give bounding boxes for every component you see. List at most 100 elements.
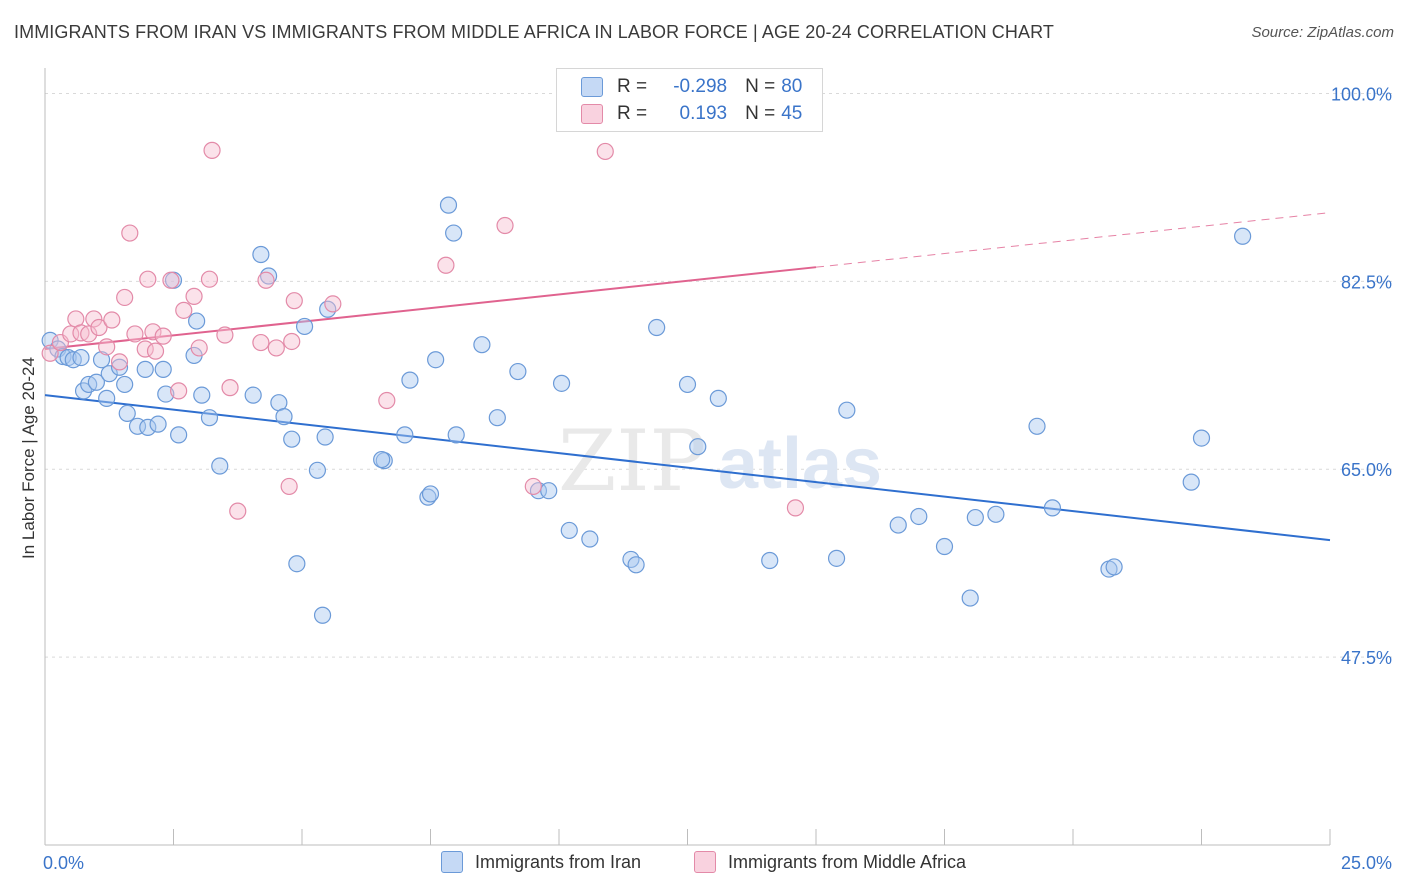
data-point-iran [445, 224, 463, 242]
data-point-iran [439, 196, 458, 214]
correlation-legend: R = -0.298 N = 80 R = 0.193 N = 45 [556, 68, 823, 132]
data-point-middle-africa [203, 141, 221, 159]
data-point-middle-africa [496, 216, 514, 235]
data-point-iran [308, 461, 327, 479]
data-point-middle-africa [252, 333, 270, 352]
data-point-iran [560, 521, 578, 540]
data-point-iran [170, 426, 188, 444]
data-point-iran [110, 358, 129, 376]
data-point-middle-africa [324, 295, 342, 313]
data-point-iran [987, 505, 1005, 523]
data-point-iran [1028, 417, 1046, 435]
data-point-middle-africa [103, 311, 121, 329]
x-tick-label-max: 25.0% [1341, 853, 1392, 873]
data-point-iran [540, 482, 558, 500]
data-point-middle-africa [786, 499, 805, 517]
y-tick-label: 82.5% [1341, 272, 1392, 292]
data-point-iran [966, 508, 984, 527]
data-point-iran [193, 386, 211, 404]
data-point-middle-africa [378, 391, 396, 410]
data-point-iran [1234, 227, 1252, 245]
data-point-middle-africa [110, 353, 129, 371]
data-point-iran [295, 317, 314, 336]
bottom-legend-label-middle-africa: Immigrants from Middle Africa [728, 851, 967, 872]
legend-n-label: N = [745, 103, 776, 124]
data-point-iran [149, 415, 167, 433]
data-point-iran [200, 409, 219, 427]
data-point-iran [761, 551, 779, 570]
data-point-iran [581, 530, 599, 548]
legend-n-label: N = [745, 76, 776, 97]
data-point-iran [92, 351, 111, 369]
legend-n-value: 45 [781, 103, 803, 124]
data-point-iran [188, 312, 206, 330]
data-point-middle-africa [285, 292, 303, 310]
data-point-iran [252, 245, 270, 264]
data-point-iran [910, 507, 928, 526]
data-point-iran [889, 516, 907, 534]
data-point-middle-africa [267, 339, 285, 357]
data-point-middle-africa [98, 338, 116, 356]
data-point-iran [136, 360, 154, 378]
trend-line [44, 394, 1331, 542]
data-point-iran [838, 401, 856, 419]
data-point-middle-africa [121, 224, 139, 242]
data-point-iran [627, 556, 645, 574]
data-point-iran [421, 485, 440, 503]
data-point-iran [648, 318, 666, 337]
data-point-iran [1182, 473, 1200, 491]
data-point-middle-africa [139, 270, 157, 288]
data-point-iran [401, 371, 419, 389]
data-point-iran [244, 386, 262, 404]
bottom-legend-middle-africa: Immigrants from Middle Africa [694, 851, 966, 873]
data-point-middle-africa [154, 327, 172, 345]
data-point-iran [509, 362, 527, 381]
data-point-middle-africa [280, 477, 298, 496]
data-point-middle-africa [170, 382, 188, 400]
data-point-iran [313, 606, 332, 624]
data-point-iran [1043, 499, 1062, 517]
y-tick-label: 65.0% [1341, 460, 1392, 480]
data-point-middle-africa [90, 318, 108, 337]
data-point-iran [396, 426, 414, 444]
data-point-iran [678, 375, 697, 394]
watermark-atlas: atlas [718, 424, 882, 504]
legend-n-value: 80 [781, 76, 803, 97]
data-point-iran [283, 430, 301, 448]
data-point-middle-africa [185, 287, 203, 305]
data-point-iran [98, 389, 116, 407]
data-point-middle-africa [190, 339, 208, 357]
data-point-iran [118, 404, 136, 423]
legend-swatch-iran [581, 77, 603, 97]
data-point-iran [1192, 429, 1211, 447]
data-point-iran [87, 373, 106, 391]
data-point-iran [316, 428, 334, 446]
y-tick-label: 100.0% [1331, 84, 1392, 104]
data-point-middle-africa [146, 342, 165, 360]
data-point-iran [552, 374, 571, 392]
legend-r-label: R = [617, 103, 648, 124]
data-point-iran [827, 549, 846, 567]
data-point-middle-africa [229, 502, 247, 520]
data-point-iran [961, 589, 979, 607]
data-point-iran [54, 347, 72, 366]
data-point-iran [139, 418, 157, 436]
y-axis-title: In Labor Force | Age 20-24 [19, 357, 38, 559]
data-point-middle-africa [200, 270, 219, 288]
data-point-iran [447, 426, 465, 444]
data-point-middle-africa [257, 271, 275, 289]
data-point-middle-africa [85, 310, 103, 328]
data-point-iran [154, 360, 172, 378]
chart-title: IMMIGRANTS FROM IRAN VS IMMIGRANTS FROM … [14, 22, 1054, 42]
data-point-iran [419, 488, 437, 506]
trend-line-dashed [815, 212, 1331, 268]
data-point-iran [72, 348, 90, 367]
trend-line-solid [44, 266, 817, 350]
bottom-legend-swatch-middle-africa [694, 851, 716, 873]
legend-row-middle-africa: R = 0.193 N = 45 [581, 101, 802, 127]
data-point-middle-africa [126, 325, 144, 343]
data-point-middle-africa [116, 288, 134, 307]
y-tick-label: 47.5% [1341, 648, 1392, 668]
legend-row-iran: R = -0.298 N = 80 [581, 74, 802, 100]
data-point-middle-africa [283, 332, 301, 351]
